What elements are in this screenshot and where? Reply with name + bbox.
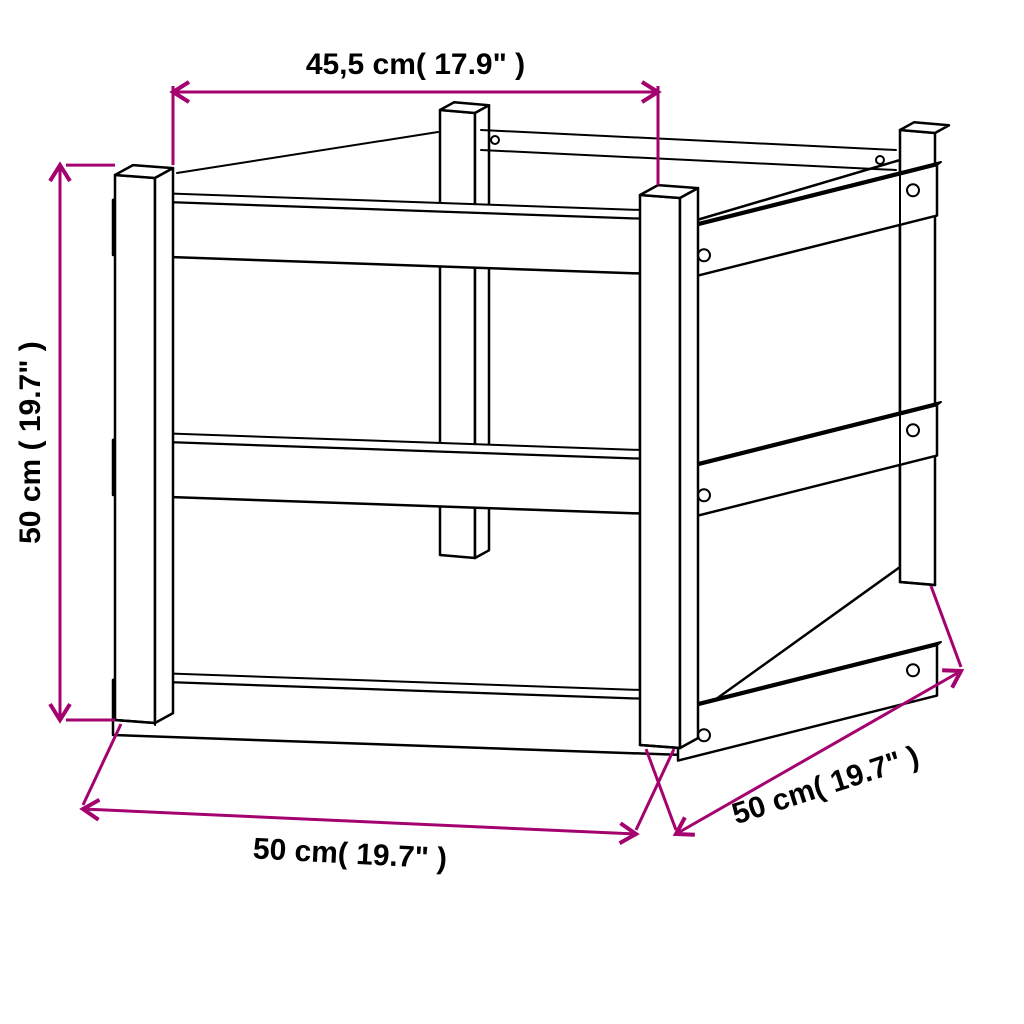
planter-dimension-diagram: 45,5 cm( 17.9" ) 50 cm ( 19.7" ) 50 cm( 19… [0, 0, 1024, 1024]
planter-drawing [113, 102, 949, 760]
svg-text:50 cm( 19.7" ): 50 cm( 19.7" ) [252, 832, 448, 875]
svg-text:45,5 cm( 17.9" ): 45,5 cm( 17.9" ) [306, 48, 525, 81]
svg-text:50 cm ( 19.7" ): 50 cm ( 19.7" ) [14, 341, 47, 544]
svg-text:50 cm( 19.7" ): 50 cm( 19.7" ) [728, 740, 923, 831]
